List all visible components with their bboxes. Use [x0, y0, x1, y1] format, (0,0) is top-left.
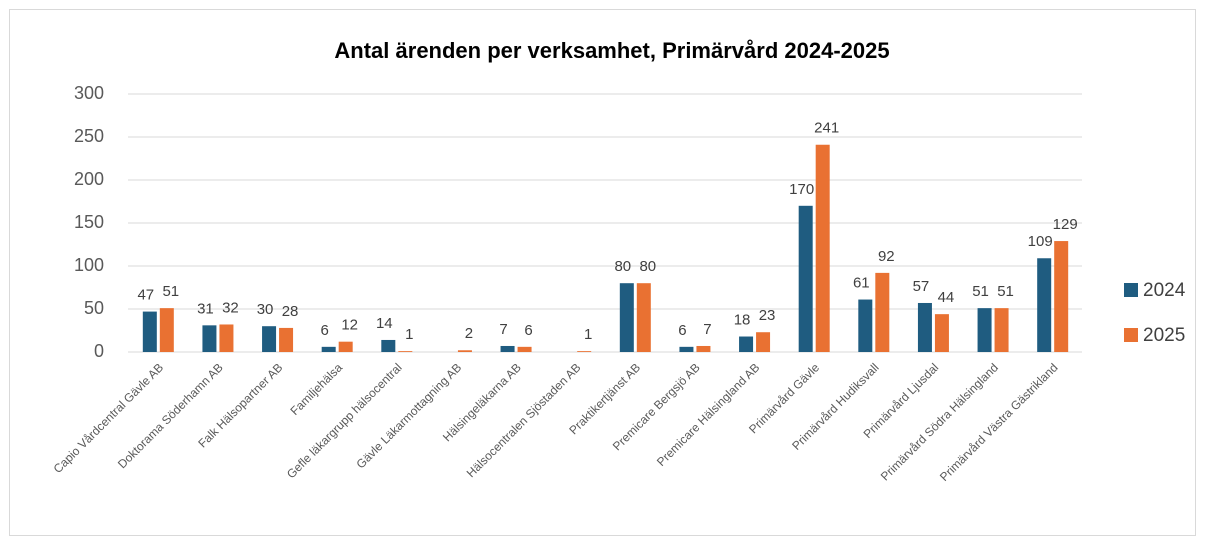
bar	[219, 324, 234, 352]
bar	[798, 205, 813, 352]
data-label: 92	[878, 248, 895, 265]
bar	[1054, 241, 1069, 352]
data-label: 6	[524, 322, 532, 339]
bar	[679, 346, 694, 352]
y-tick-label: 50	[84, 298, 104, 318]
bar	[994, 308, 1009, 352]
bar	[500, 345, 515, 352]
bar	[398, 351, 413, 352]
bar	[739, 336, 754, 352]
bar	[159, 308, 174, 352]
data-label: 7	[703, 321, 711, 338]
bar	[202, 325, 217, 352]
data-label: 241	[814, 120, 839, 137]
y-tick-label: 200	[74, 169, 104, 189]
bar	[619, 283, 634, 352]
data-label: 7	[499, 321, 507, 338]
data-label: 47	[137, 287, 154, 304]
bar	[756, 332, 771, 352]
bar	[977, 308, 992, 352]
bar	[815, 144, 830, 352]
bar	[262, 326, 277, 352]
data-label: 51	[972, 283, 989, 300]
data-label: 109	[1028, 233, 1053, 250]
legend-label: 2025	[1143, 325, 1185, 346]
data-label: 1	[584, 326, 592, 343]
data-label: 28	[282, 303, 299, 320]
data-label: 129	[1053, 216, 1078, 233]
data-label: 12	[341, 317, 358, 334]
legend-swatch	[1124, 283, 1138, 297]
chart-title: Antal ärenden per verksamhet, Primärvård…	[334, 38, 889, 63]
legend-label: 2024	[1143, 280, 1186, 301]
data-label: 6	[321, 322, 329, 339]
data-label: 80	[614, 258, 631, 275]
y-tick-label: 100	[74, 255, 104, 275]
bar	[142, 311, 157, 352]
data-label: 23	[759, 307, 776, 324]
data-label: 51	[162, 283, 179, 300]
y-tick-label: 250	[74, 126, 104, 146]
data-label: 51	[997, 283, 1014, 300]
chart-frame	[9, 9, 1196, 536]
data-label: 6	[678, 322, 686, 339]
bar	[858, 299, 873, 352]
y-tick-label: 0	[94, 341, 104, 361]
bar	[577, 351, 592, 352]
bar	[917, 302, 932, 352]
y-tick-label: 300	[74, 83, 104, 103]
bar	[517, 346, 532, 352]
data-label: 32	[222, 299, 239, 316]
data-label: 61	[853, 275, 870, 292]
bar	[1037, 258, 1052, 352]
data-label: 170	[789, 181, 814, 198]
y-tick-label: 150	[74, 212, 104, 232]
data-label: 18	[734, 311, 751, 328]
bar	[636, 283, 651, 352]
bar	[457, 350, 472, 352]
data-label: 57	[913, 278, 930, 295]
bar	[381, 339, 396, 352]
data-label: 80	[639, 258, 656, 275]
data-label: 31	[197, 300, 214, 317]
bar	[934, 314, 949, 352]
bar	[279, 327, 294, 352]
bar	[321, 346, 336, 352]
data-label: 30	[257, 301, 274, 318]
data-label: 44	[938, 289, 955, 306]
bar	[875, 272, 890, 352]
data-label: 1	[405, 326, 413, 343]
bar	[338, 341, 353, 352]
data-label: 14	[376, 315, 393, 332]
data-label: 2	[465, 325, 473, 342]
bar	[696, 345, 711, 352]
legend-swatch	[1124, 328, 1138, 342]
